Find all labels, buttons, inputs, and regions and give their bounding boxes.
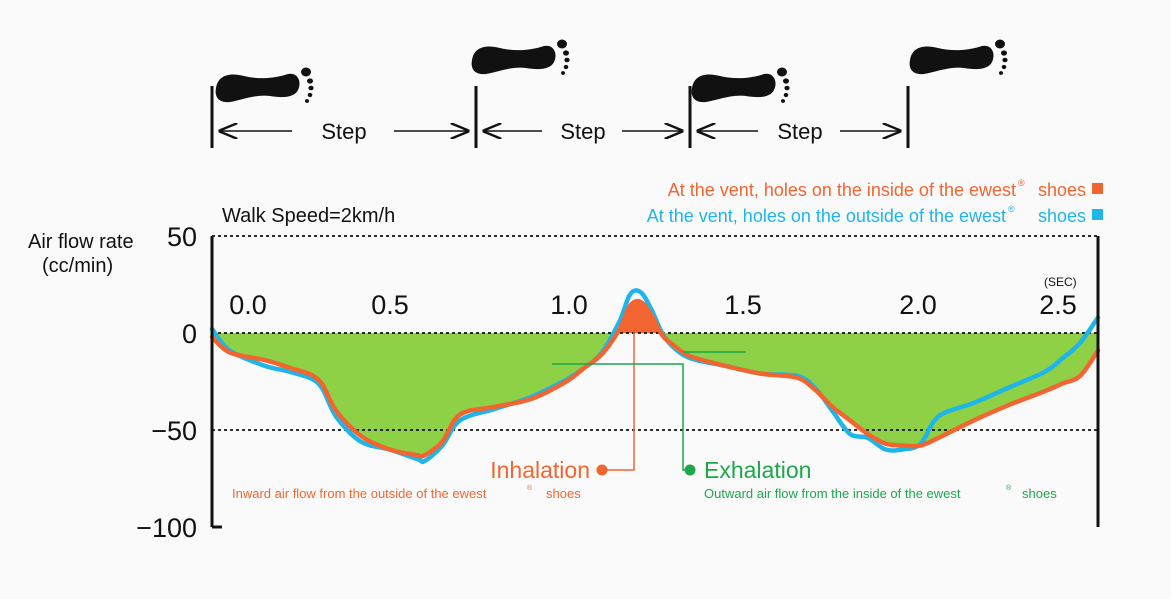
inhalation-title: Inhalation [490, 457, 590, 483]
exhalation-dot [684, 464, 696, 476]
series-lines [209, 288, 1101, 465]
legend-registered-mark: ® [1018, 178, 1025, 188]
x-tick-label: 1.0 [550, 290, 588, 320]
y-tick-label: 0 [182, 319, 197, 349]
legend-suffix: shoes [1038, 180, 1086, 200]
legend-registered-mark: ® [1008, 204, 1015, 214]
footprint-icon [215, 67, 314, 103]
legend-swatch [1092, 209, 1103, 220]
inhalation-desc: Inward air flow from the outside of the … [232, 486, 487, 501]
footprint-icon [909, 39, 1008, 75]
inhalation-annotation: Inhalation Inward air flow from the outs… [232, 317, 642, 501]
x-tick-label: 0.0 [229, 290, 267, 320]
y-axis-ticks: 50 0 −50 −100 [136, 222, 197, 543]
exhalation-desc: Outward air flow from the inside of the … [704, 486, 961, 501]
x-tick-label: 2.0 [899, 290, 937, 320]
series-line-inside-vent [209, 298, 1101, 459]
x-axis-unit: (SEC) [1044, 275, 1077, 289]
step-label: Step [321, 119, 366, 144]
exhalation-area [212, 333, 1098, 457]
inhalation-registered-mark: ® [527, 484, 533, 492]
inhalation-desc-suffix: shoes [546, 486, 581, 501]
legend-swatch [1092, 183, 1103, 194]
y-tick-label: −100 [136, 513, 197, 543]
y-tick-label: −50 [151, 416, 197, 446]
legend-suffix: shoes [1038, 206, 1086, 226]
plot-area: 0.0 0.5 1.0 1.5 2.0 2.5 (SEC) [209, 235, 1101, 529]
x-tick-label: 1.5 [724, 290, 762, 320]
footprint-icon [471, 39, 570, 75]
legend-label: At the vent, holes on the inside of the … [668, 180, 1016, 200]
x-axis-ticks: 0.0 0.5 1.0 1.5 2.0 2.5 [229, 290, 1077, 320]
x-tick-label: 2.5 [1039, 290, 1077, 320]
exhalation-title: Exhalation [704, 457, 811, 483]
y-axis-title: Air flow rate [28, 231, 134, 253]
legend-item-outside: At the vent, holes on the outside of the… [647, 204, 1103, 226]
step-label: Step [560, 119, 605, 144]
inhalation-dot [596, 464, 608, 476]
legend-item-inside: At the vent, holes on the inside of the … [668, 178, 1103, 200]
step-label: Step [777, 119, 822, 144]
step-dividers [210, 86, 910, 148]
step-header [215, 39, 1008, 103]
legend-label: At the vent, holes on the outside of the… [647, 206, 1006, 226]
x-tick-label: 0.5 [371, 290, 409, 320]
exhalation-annotation: Exhalation Outward air flow from the ins… [552, 351, 1057, 501]
y-axis-unit: (cc/min) [42, 255, 113, 277]
walk-speed-label: Walk Speed=2km/h [222, 205, 395, 227]
y-tick-label: 50 [167, 222, 197, 252]
exhalation-desc-suffix: shoes [1022, 486, 1057, 501]
footprint-icon [691, 67, 790, 103]
exhalation-registered-mark: ® [1006, 484, 1012, 492]
inhalation-leader-line [604, 317, 642, 471]
legend: At the vent, holes on the inside of the … [647, 178, 1103, 226]
